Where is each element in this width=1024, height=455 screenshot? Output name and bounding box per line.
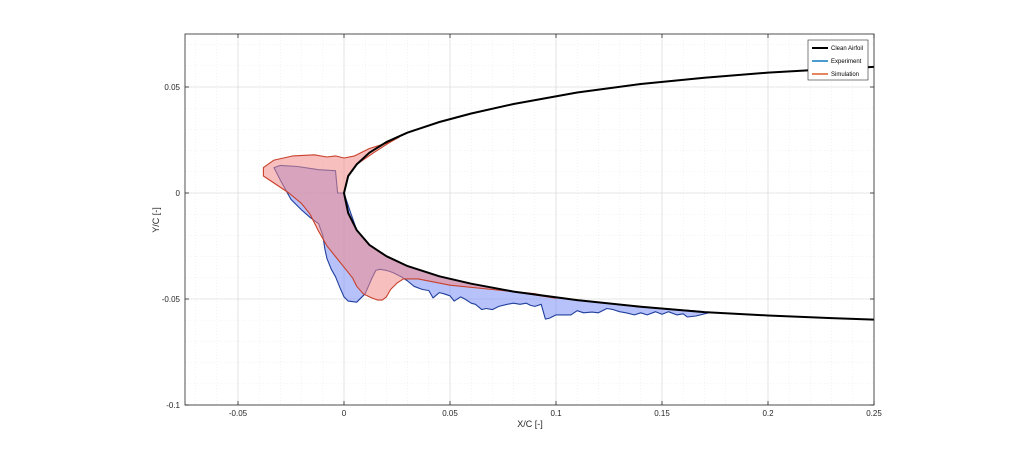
y-axis-label: Y/C [-]: [151, 207, 161, 233]
y-tick-label: -0.1: [166, 401, 180, 410]
axis-ticks: [185, 34, 875, 406]
legend-entry-simulation: Simulation: [831, 72, 859, 78]
y-tick-label: 0: [176, 189, 181, 198]
y-tick-label: -0.05: [162, 295, 181, 304]
clean-airfoil-line: [343, 65, 875, 321]
y-tick-labels: -0.1 -0.05 0 0.05: [162, 83, 181, 410]
legend: Clean Airfoil Experiment Simulation: [807, 39, 869, 81]
x-axis-label: X/C [-]: [517, 419, 543, 429]
plot-frame: [184, 33, 875, 406]
y-tick-label: 0.05: [164, 83, 180, 92]
x-tick-label: 0.25: [866, 409, 882, 418]
x-tick-label: 0.1: [550, 409, 562, 418]
x-tick-label: 0.05: [442, 409, 458, 418]
legend-entry-experiment: Experiment: [831, 59, 862, 65]
series-layer: [262, 65, 875, 321]
legend-entry-clean-airfoil: Clean Airfoil: [831, 46, 863, 52]
x-tick-label: -0.05: [229, 409, 248, 418]
x-tick-labels: -0.05 0 0.05 0.1 0.15 0.2 0.25: [229, 409, 882, 418]
x-tick-label: 0: [342, 409, 347, 418]
plot-background: [185, 34, 874, 405]
x-tick-label: 0.2: [762, 409, 774, 418]
x-tick-label: 0.15: [654, 409, 670, 418]
